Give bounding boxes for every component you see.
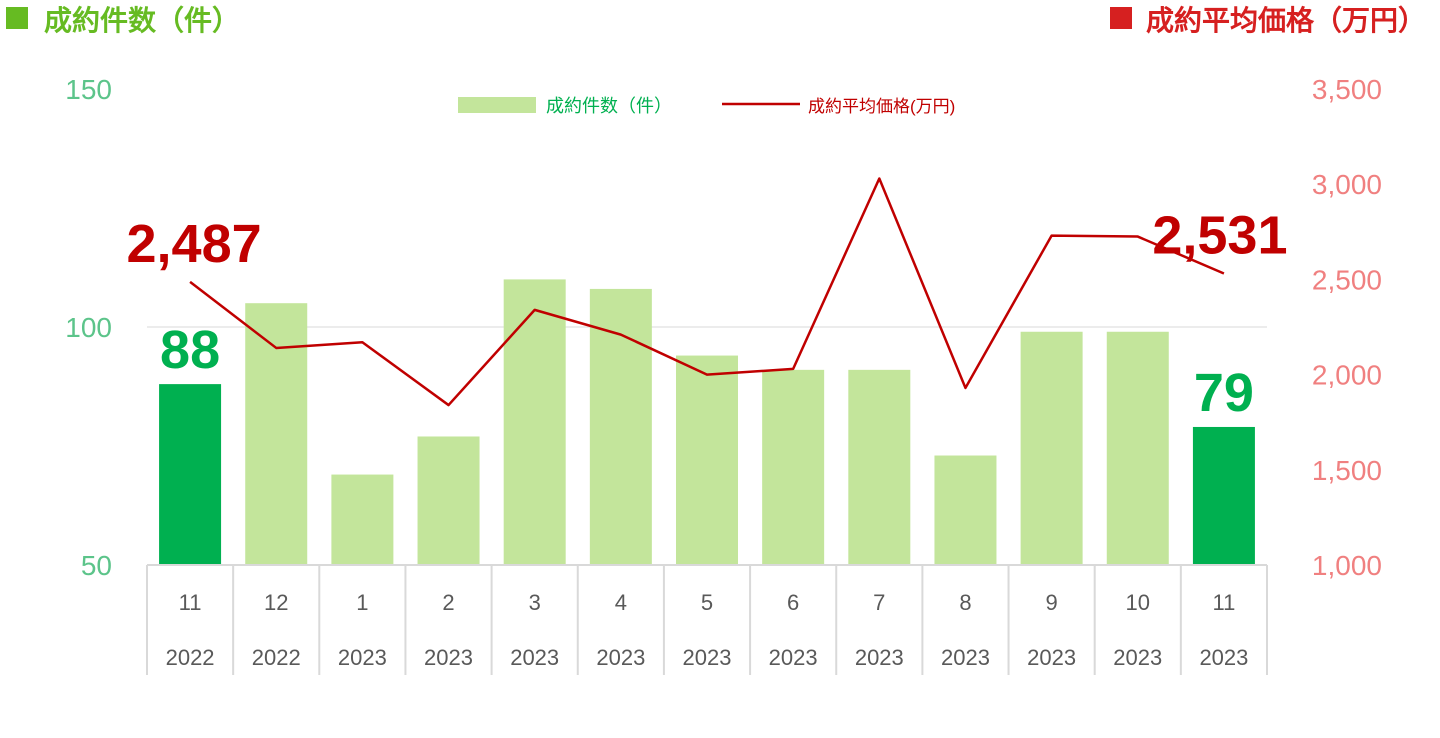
- x-axis-month-label: 9: [1045, 590, 1057, 615]
- x-axis-month-label: 12: [264, 590, 288, 615]
- bar: [417, 436, 480, 565]
- x-axis-month-label: 11: [1213, 590, 1236, 615]
- x-axis-month-label: 2: [442, 590, 454, 615]
- x-axis-year-label: 2022: [252, 645, 301, 670]
- x-axis-year-label: 2023: [424, 645, 473, 670]
- legend-bar-swatch: [458, 97, 536, 113]
- right-axis-tick-label: 3,500: [1312, 74, 1382, 105]
- x-axis-year-label: 2023: [769, 645, 818, 670]
- bar-series: [159, 279, 1255, 565]
- left-axis: 50 100 150: [65, 74, 112, 581]
- x-axis-year-label: 2023: [510, 645, 559, 670]
- x-axis-year-label: 2023: [1113, 645, 1162, 670]
- data-labels: 88 79 2,487 2,531: [127, 205, 1288, 422]
- right-header-title: 成約平均価格（万円）: [1146, 4, 1426, 36]
- x-axis-month-label: 4: [615, 590, 627, 615]
- x-axis-month-label: 6: [787, 590, 799, 615]
- x-axis-year-label: 2023: [855, 645, 904, 670]
- bar: [934, 455, 997, 565]
- x-axis-year-label: 2023: [338, 645, 387, 670]
- x-axis-month-label: 7: [873, 590, 885, 615]
- legend-bar-label: 成約件数（件）: [546, 96, 672, 116]
- right-axis-tick-label: 1,500: [1312, 455, 1382, 486]
- x-axis-month-label: 1: [356, 590, 368, 615]
- line-data-label: 2,487: [127, 214, 262, 274]
- bar: [676, 355, 738, 565]
- line-series: [189, 177, 1225, 407]
- bar: [589, 288, 652, 565]
- x-axis-year-label: 2023: [596, 645, 645, 670]
- x-axis-month-label: 10: [1126, 590, 1150, 615]
- x-axis-year-label: 2023: [1027, 645, 1076, 670]
- x-axis-year-label: 2023: [1199, 645, 1248, 670]
- bar-data-label: 88: [160, 320, 220, 380]
- bar: [245, 303, 308, 565]
- right-header-square-icon: [1110, 7, 1132, 29]
- x-axis-year-label: 2023: [941, 645, 990, 670]
- x-axis: 11 2022 12 2022 1 2023 2 2023 3 2023 4 2023 5 2023 6 20…: [146, 564, 1268, 675]
- bar: [1020, 331, 1083, 565]
- x-axis-month-label: 11: [179, 590, 202, 615]
- left-axis-tick-label: 50: [81, 550, 112, 581]
- x-axis-month-label: 8: [959, 590, 971, 615]
- x-axis-year-label: 2022: [166, 645, 215, 670]
- x-axis-month-label: 5: [701, 590, 713, 615]
- x-axis-month-label: 3: [529, 590, 541, 615]
- price-line: [189, 177, 1225, 407]
- right-axis-tick-label: 1,000: [1312, 550, 1382, 581]
- left-header-title: 成約件数（件）: [44, 4, 240, 36]
- line-data-label: 2,531: [1152, 205, 1287, 265]
- bar: [762, 369, 825, 565]
- bar-highlighted: [159, 384, 222, 565]
- x-axis-year-label: 2023: [683, 645, 732, 670]
- legend-line-label: 成約平均価格(万円): [808, 97, 955, 116]
- bar-highlighted: [1192, 426, 1255, 565]
- right-axis-tick-label: 2,500: [1312, 264, 1382, 295]
- left-axis-tick-label: 100: [65, 312, 112, 343]
- left-header-square-icon: [6, 7, 28, 29]
- left-axis-tick-label: 150: [65, 74, 112, 105]
- right-axis: 1,000 1,500 2,000 2,500 3,000 3,500: [1312, 74, 1382, 581]
- bar: [331, 474, 394, 565]
- bar: [848, 369, 911, 565]
- bar-data-label: 79: [1194, 363, 1254, 423]
- right-axis-tick-label: 2,000: [1312, 360, 1382, 391]
- bar: [503, 279, 566, 565]
- legend: 成約件数（件） 成約平均価格(万円): [458, 96, 955, 116]
- right-axis-tick-label: 3,000: [1312, 169, 1382, 200]
- bar: [1106, 331, 1169, 565]
